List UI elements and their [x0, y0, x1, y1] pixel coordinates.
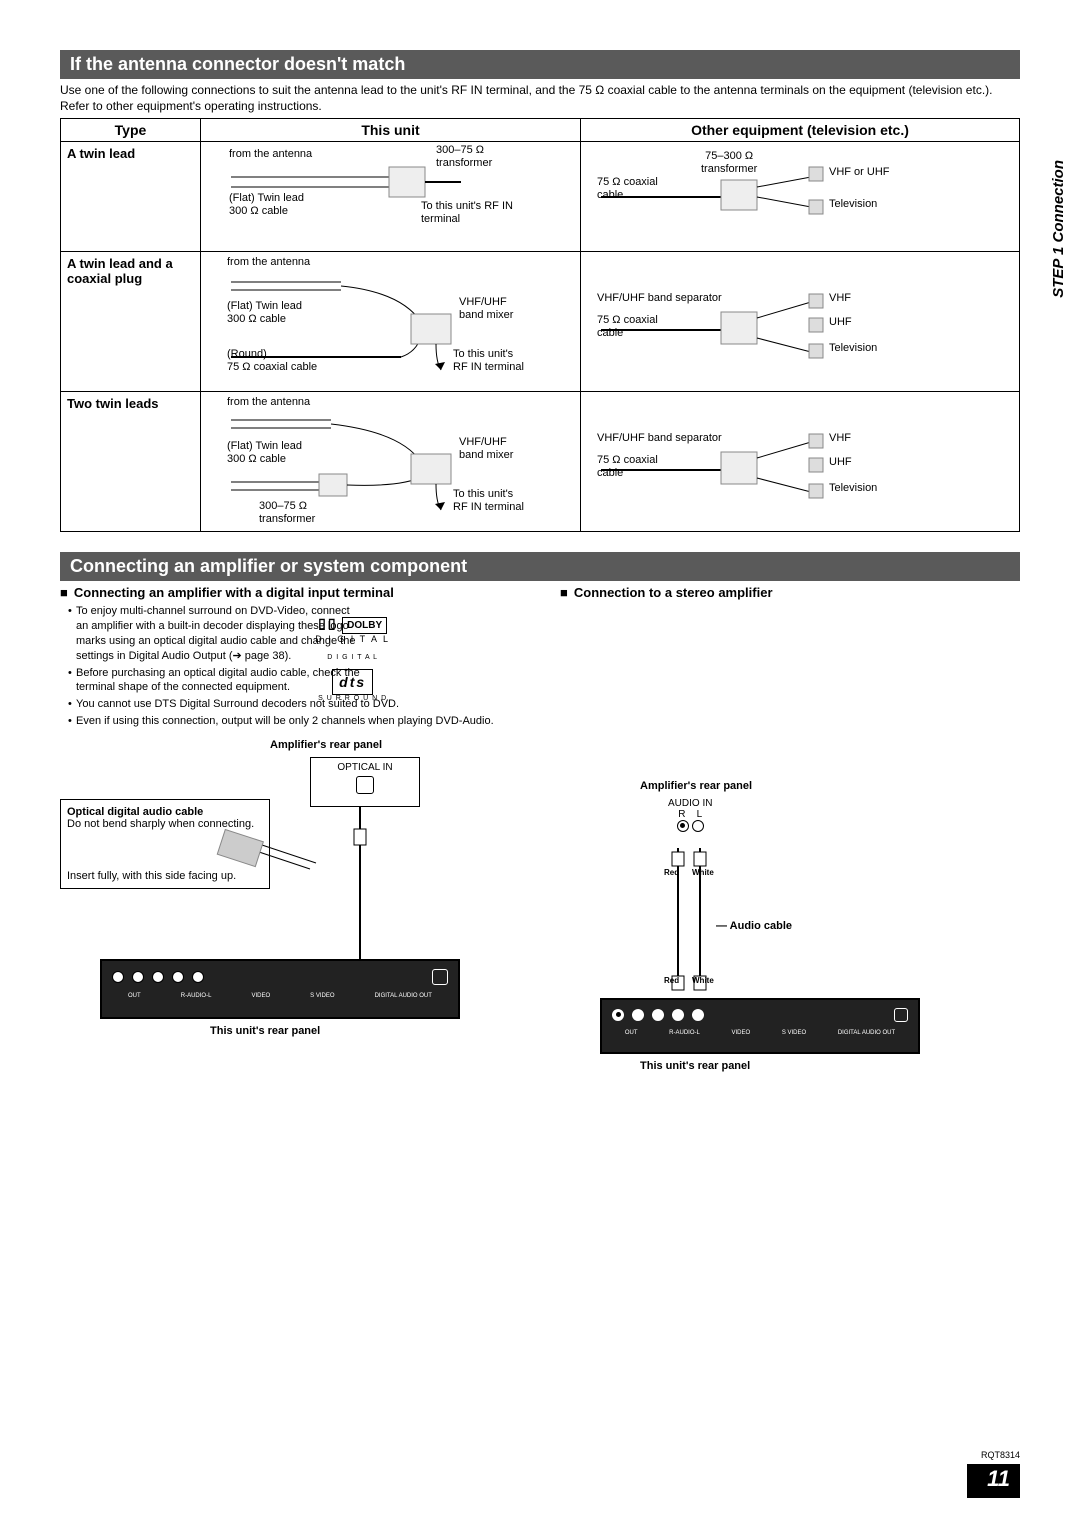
lbl: To this unit's RF IN terminal: [453, 348, 524, 374]
jack-icon: [652, 1009, 664, 1021]
th-unit: This unit: [201, 119, 581, 142]
square-bullet: ■: [60, 585, 68, 600]
left-heading-text: Connecting an amplifier with a digital i…: [74, 585, 394, 600]
jack-icon: [632, 1009, 644, 1021]
diagram-other: VHF/UHF band separator 75 Ω coaxial cabl…: [581, 252, 1020, 392]
lbl: 75–300 Ω transformer: [701, 150, 757, 176]
lbl: (Flat) Twin lead 300 Ω cable: [227, 300, 302, 326]
left-column: ■ Connecting an amplifier with a digital…: [60, 585, 520, 1260]
lbl: UHF: [829, 316, 852, 329]
lbl: VHF/UHF band separator: [597, 432, 722, 445]
lbl: 300–75 Ω transformer: [259, 500, 315, 526]
lbl: 300–75 Ω transformer: [436, 144, 492, 170]
doc-id: RQT8314: [967, 1450, 1020, 1460]
lbl: from the antenna: [227, 396, 310, 409]
white-label: White: [692, 868, 714, 877]
page-footer: RQT8314 11: [967, 1450, 1020, 1498]
diagram-unit: from the antenna (Flat) Twin lead 300 Ω …: [201, 252, 581, 392]
lbl: 75 Ω coaxial cable: [597, 176, 658, 202]
table-row: A twin lead from the antenna (Flat) Twin…: [61, 142, 1020, 252]
type-cell: A twin lead: [61, 142, 201, 252]
jack-icon: [612, 1009, 624, 1021]
jack-icon: [692, 1009, 704, 1021]
audio-cable-label: — Audio cable: [716, 920, 792, 932]
diagram-other: VHF/UHF band separator 75 Ω coaxial cabl…: [581, 392, 1020, 532]
type-cell: Two twin leads: [61, 392, 201, 532]
left-heading: ■ Connecting an amplifier with a digital…: [60, 585, 520, 600]
page-number: 11: [967, 1464, 1020, 1498]
lbl: To this unit's RF IN terminal: [421, 200, 513, 226]
square-bullet: ■: [560, 585, 568, 600]
lbl: Television: [829, 482, 877, 495]
lbl: Television: [829, 198, 877, 211]
dts-top: D I G I T A L: [315, 654, 390, 661]
lbl: (Round) 75 Ω coaxial cable: [227, 348, 317, 374]
red-label-2: Red: [664, 976, 679, 985]
left-panel-area: Amplifier's rear panel OPTICAL IN Optica…: [60, 739, 520, 1059]
section1-intro: Use one of the following connections to …: [60, 83, 1020, 114]
lbl: from the antenna: [227, 256, 310, 269]
diagram-unit: from the antenna (Flat) Twin lead 300 Ω …: [201, 142, 581, 252]
optical-out-icon: [432, 969, 448, 985]
lbl: 75 Ω coaxial cable: [597, 454, 658, 480]
lbl: VHF: [829, 292, 851, 305]
lbl: UHF: [829, 456, 852, 469]
table-row: A twin lead and a coaxial plug from the …: [61, 252, 1020, 392]
jack-icon: [672, 1009, 684, 1021]
jack-icon: [172, 971, 184, 983]
section2-title: Connecting an amplifier or system compon…: [60, 552, 1020, 581]
unit-panel-label-r: This unit's rear panel: [640, 1060, 750, 1072]
left-bullets-wide: You cannot use DTS Digital Surround deco…: [60, 697, 520, 729]
jack-icon: [192, 971, 204, 983]
bullet: Even if using this connection, output wi…: [68, 714, 520, 729]
dolby-logo: DOLBY: [342, 617, 387, 634]
white-label-2: White: [692, 976, 714, 985]
dolby-sub: D I G I T A L: [315, 634, 390, 644]
unit-panel-label: This unit's rear panel: [210, 1025, 320, 1037]
bullet: You cannot use DTS Digital Surround deco…: [68, 697, 520, 712]
lbl: To this unit's RF IN terminal: [453, 488, 524, 514]
lbl: (Flat) Twin lead 300 Ω cable: [229, 192, 304, 218]
antenna-table: Type This unit Other equipment (televisi…: [60, 118, 1020, 532]
lbl: (Flat) Twin lead 300 Ω cable: [227, 440, 302, 466]
jack-icon: [152, 971, 164, 983]
lbl: VHF/UHF band separator: [597, 292, 722, 305]
lbl: VHF/UHF band mixer: [459, 436, 513, 462]
jack-icon: [112, 971, 124, 983]
dts-logo: dts: [332, 669, 373, 695]
side-step-label: STEP 1 Connection: [1050, 160, 1067, 298]
section1-title: If the antenna connector doesn't match: [60, 50, 1020, 79]
jack-icon: [132, 971, 144, 983]
lbl: VHF/UHF band mixer: [459, 296, 513, 322]
right-column: ■ Connection to a stereo amplifier Ampli…: [560, 585, 1020, 1260]
logo-area: ▯▯ DOLBY D I G I T A L D I G I T A L dts…: [315, 615, 390, 702]
lbl: Television: [829, 342, 877, 355]
diagram-unit: from the antenna (Flat) Twin lead 300 Ω …: [201, 392, 581, 532]
th-type: Type: [61, 119, 201, 142]
right-heading-text: Connection to a stereo amplifier: [574, 585, 773, 600]
type-cell: A twin lead and a coaxial plug: [61, 252, 201, 392]
lbl: VHF: [829, 432, 851, 445]
dts-bot: S U R R O U N D: [315, 695, 390, 702]
unit-rear-panel-r: OUTR-AUDIO-LVIDEOS VIDEODIGITAL AUDIO OU…: [600, 998, 920, 1054]
right-panel-area: Amplifier's rear panel AUDIO IN R L Red …: [560, 780, 1020, 1260]
optical-out-icon: [894, 1008, 908, 1022]
th-other: Other equipment (television etc.): [581, 119, 1020, 142]
red-label: Red: [664, 868, 679, 877]
lbl: 75 Ω coaxial cable: [597, 314, 658, 340]
right-heading: ■ Connection to a stereo amplifier: [560, 585, 1020, 600]
diagram-other: 75–300 Ω transformer 75 Ω coaxial cable …: [581, 142, 1020, 252]
table-row: Two twin leads from the antenna (Flat) T…: [61, 392, 1020, 532]
lbl: VHF or UHF: [829, 166, 890, 179]
unit-rear-panel: OUTR-AUDIO-LVIDEOS VIDEODIGITAL AUDIO OU…: [100, 959, 460, 1019]
lbl: from the antenna: [229, 148, 312, 161]
